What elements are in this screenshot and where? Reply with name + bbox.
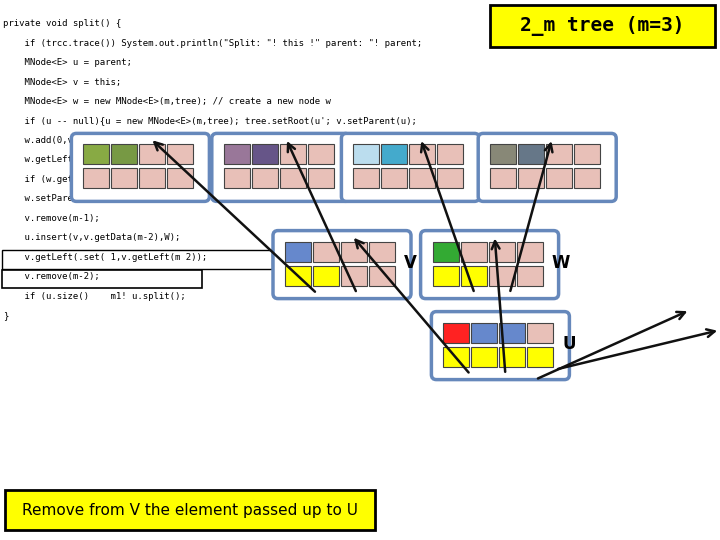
- Bar: [444, 347, 469, 367]
- Bar: [575, 144, 600, 164]
- Bar: [369, 266, 395, 286]
- Bar: [382, 144, 408, 164]
- FancyBboxPatch shape: [71, 133, 210, 201]
- Bar: [433, 241, 459, 261]
- Bar: [2, 269, 202, 288]
- Bar: [280, 168, 306, 188]
- Bar: [308, 168, 334, 188]
- Bar: [84, 168, 109, 188]
- Text: private void split() {: private void split() {: [3, 19, 121, 28]
- Bar: [489, 241, 515, 261]
- Bar: [518, 144, 544, 164]
- Bar: [341, 241, 367, 261]
- Bar: [546, 168, 572, 188]
- Bar: [313, 241, 339, 261]
- Bar: [527, 347, 554, 367]
- Text: MNode<E> v = this;: MNode<E> v = this;: [3, 78, 121, 86]
- Bar: [5, 490, 375, 530]
- Bar: [472, 347, 498, 367]
- Bar: [285, 266, 311, 286]
- Text: if (w.getLeft(0) != null){w.getLeft(0).setParent(w); w.getLeft(1).setParent(w;} : if (w.getLeft(0) != null){w.getLeft(0).s…: [3, 175, 519, 184]
- Bar: [546, 144, 572, 164]
- Text: w.setParent(u);: w.setParent(u);: [3, 194, 105, 204]
- Bar: [354, 144, 379, 164]
- Bar: [490, 5, 715, 47]
- Bar: [224, 168, 250, 188]
- Bar: [527, 322, 554, 342]
- Bar: [472, 322, 498, 342]
- Text: v.remove(m-1);: v.remove(m-1);: [3, 214, 100, 223]
- Bar: [341, 266, 367, 286]
- Text: v.getLeft(.set( 1,v.getLeft(m 2));: v.getLeft(.set( 1,v.getLeft(m 2));: [3, 253, 207, 262]
- Bar: [517, 266, 543, 286]
- Bar: [84, 144, 109, 164]
- Bar: [252, 168, 278, 188]
- FancyBboxPatch shape: [420, 231, 559, 299]
- Text: Remove from V the element passed up to U: Remove from V the element passed up to U: [22, 503, 358, 517]
- Text: V: V: [404, 254, 417, 272]
- Bar: [410, 168, 436, 188]
- FancyBboxPatch shape: [212, 133, 350, 201]
- Text: MNode<E> u = parent;: MNode<E> u = parent;: [3, 58, 132, 67]
- Text: if (u.size()    m1! u.split();: if (u.size() m1! u.split();: [3, 292, 186, 301]
- FancyBboxPatch shape: [478, 133, 616, 201]
- Bar: [140, 168, 166, 188]
- Text: U: U: [562, 335, 576, 353]
- Bar: [167, 168, 194, 188]
- Bar: [252, 144, 278, 164]
- Bar: [518, 168, 544, 188]
- Bar: [224, 144, 250, 164]
- Bar: [500, 347, 526, 367]
- Bar: [382, 168, 408, 188]
- Text: w.getLeft(.set 1,v.getLeft(m));       // w "right" becomes v's "right": w.getLeft(.set 1,v.getLeft(m)); // w "ri…: [3, 156, 401, 165]
- Bar: [2, 250, 272, 268]
- Text: MNode<E> w = new MNode<E>(m,tree); // create a new node w: MNode<E> w = new MNode<E>(m,tree); // cr…: [3, 97, 331, 106]
- Bar: [490, 144, 516, 164]
- Bar: [500, 322, 526, 342]
- Bar: [461, 241, 487, 261]
- FancyBboxPatch shape: [273, 231, 411, 299]
- Bar: [112, 144, 138, 164]
- Text: u.insert(v,v.getData(m-2),W);: u.insert(v,v.getData(m-2),W);: [3, 233, 181, 242]
- Bar: [354, 168, 379, 188]
- Text: 2_m tree (m=3): 2_m tree (m=3): [520, 16, 684, 36]
- Text: w.add(0,v.getData(m-1),v.getLeft(m-1)); // add last element r v to w, with left : w.add(0,v.getData(m-1),v.getLeft(m-1)); …: [3, 136, 476, 145]
- Bar: [167, 144, 194, 164]
- Text: if (trcc.trace()) System.out.println("Split: "! this !" parent: "! parent;: if (trcc.trace()) System.out.println("Sp…: [3, 38, 422, 48]
- Bar: [444, 322, 469, 342]
- Bar: [489, 266, 515, 286]
- Bar: [461, 266, 487, 286]
- FancyBboxPatch shape: [431, 312, 570, 380]
- Bar: [490, 168, 516, 188]
- Bar: [575, 168, 600, 188]
- Text: W: W: [552, 254, 570, 272]
- Text: }: }: [3, 312, 9, 321]
- FancyBboxPatch shape: [341, 133, 480, 201]
- Bar: [369, 241, 395, 261]
- Bar: [433, 266, 459, 286]
- Bar: [517, 241, 543, 261]
- Bar: [313, 266, 339, 286]
- Bar: [410, 144, 436, 164]
- Bar: [140, 144, 166, 164]
- Bar: [438, 168, 464, 188]
- Text: v.remove(m-2);: v.remove(m-2);: [3, 273, 100, 281]
- Bar: [308, 144, 334, 164]
- Bar: [112, 168, 138, 188]
- Text: if (u -- null){u = new MNode<E>(m,tree); tree.setRoot(u'; v.setParent(u);: if (u -- null){u = new MNode<E>(m,tree);…: [3, 117, 417, 125]
- Bar: [280, 144, 306, 164]
- Bar: [285, 241, 311, 261]
- Bar: [438, 144, 464, 164]
